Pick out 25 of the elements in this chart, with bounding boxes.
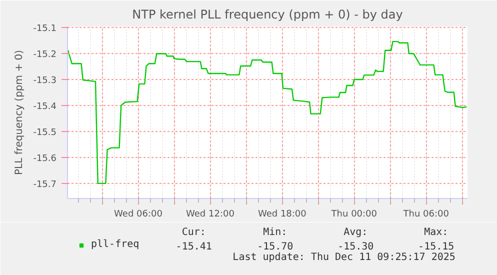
x-tick-label: Thu 06:00 [402,210,450,220]
text: Last update: Thu Dec 11 09:25:17 2025 [232,252,456,263]
text: Max: [424,227,448,238]
line-series [68,40,468,184]
text: -15.15 [418,242,454,252]
text: -15.70 [257,242,294,252]
y-tick-label: -15.6 [33,154,57,164]
y-tick-label: -15.5 [33,128,57,138]
y-tick-label: -15.4 [33,102,57,112]
x-tick-label: Wed 18:00 [258,210,307,220]
x-tick-label: Wed 06:00 [114,210,163,220]
text: Avg: [344,227,368,238]
y-tick-label: -15.7 [33,180,57,190]
chart-title: NTP kernel PLL frequency (ppm + 0) - by day [132,8,403,22]
text: -15.30 [338,242,374,252]
y-tick-label: -15.3 [33,76,57,86]
x-tick-label: Thu 00:00 [330,210,378,220]
x-tick-label: Wed 12:00 [186,210,235,220]
y-tick-label: -15.1 [33,24,57,34]
y-axis-title: PLL frequency (ppm + 0) [14,50,26,176]
text: Cur: [182,227,206,238]
y-tick-label: -15.2 [33,50,57,60]
text: Min: [263,227,288,238]
legend-label: pll-freq [91,239,140,250]
text: -15.41 [176,242,212,252]
